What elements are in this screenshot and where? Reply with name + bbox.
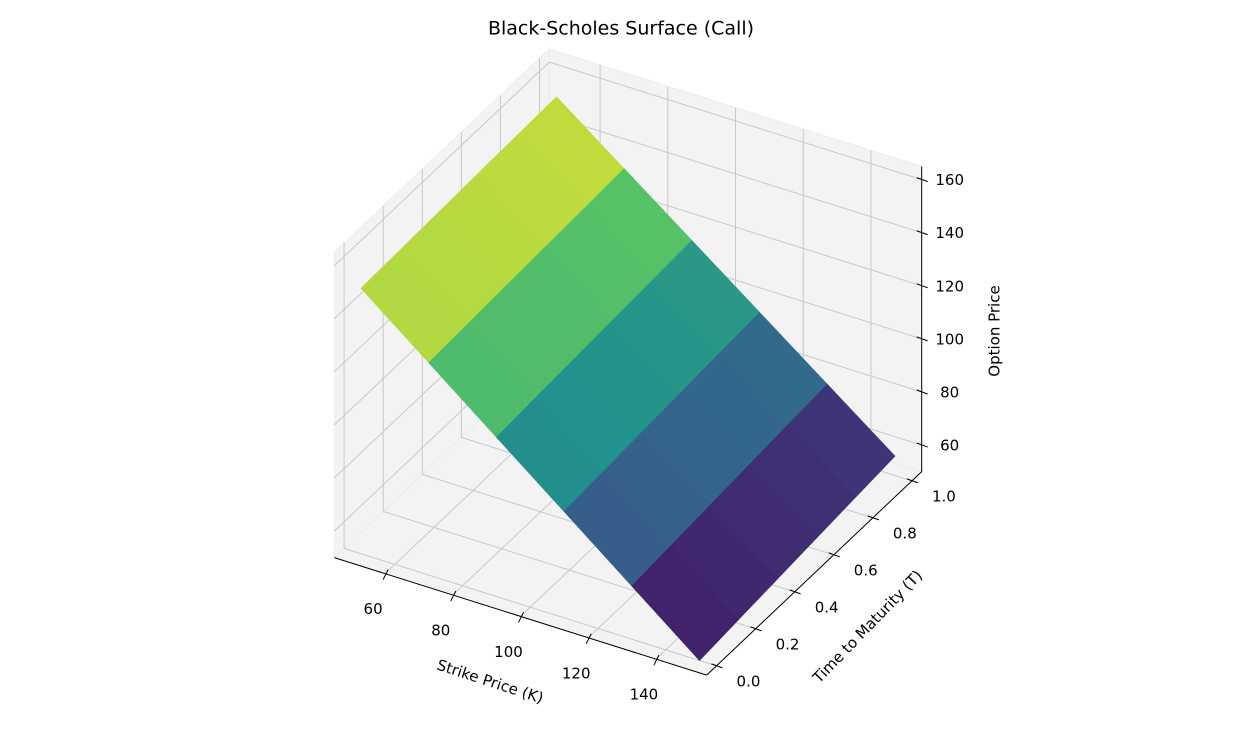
surface [360,96,896,661]
y-tick-label: 0.2 [776,635,800,653]
x-tick-label: 80 [431,622,450,640]
grid-line [549,114,922,234]
x-tick [450,590,457,602]
y-tick-label: 1.0 [932,487,956,505]
x-axis-line [334,557,707,676]
x-tick [382,569,389,580]
x-tick-label: 120 [562,664,591,682]
x-tick-label: 60 [364,600,383,618]
x-tick [653,654,660,666]
axes: 60 80 100 120 140 0.0 0.2 0.4 0.6 0.8 1.0 60 80 100 12… [334,166,964,704]
chart-title: Black-Scholes Surface (Call) [488,18,754,40]
grid-line [343,547,717,667]
z-tick-label: 100 [935,330,964,348]
x-tick-label: 100 [494,643,523,661]
z-axis-label: Option Price [986,285,1004,376]
x-tick [585,633,592,644]
z-tick-label: 140 [935,224,964,242]
y-tick-label: 0.8 [893,524,917,542]
y-axis-label: Time to Maturity (T) [809,567,927,688]
z-tick-label: 80 [940,383,959,401]
z-tick-label: 120 [935,277,964,295]
z-tick-label: 160 [935,171,964,189]
x-axis-label: Strike Price (K) [435,656,546,707]
x-tick [518,612,524,623]
y-tick-label: 0.4 [815,598,839,616]
y-tick-label: 0.0 [737,672,761,690]
surface-patch [631,545,740,661]
grid-line [333,61,550,267]
x-tick-label: 140 [630,686,659,704]
y-tick-label: 0.6 [854,561,878,579]
y-axis-line [706,471,923,676]
grid-line [549,61,922,181]
z-tick-label: 60 [940,437,959,455]
